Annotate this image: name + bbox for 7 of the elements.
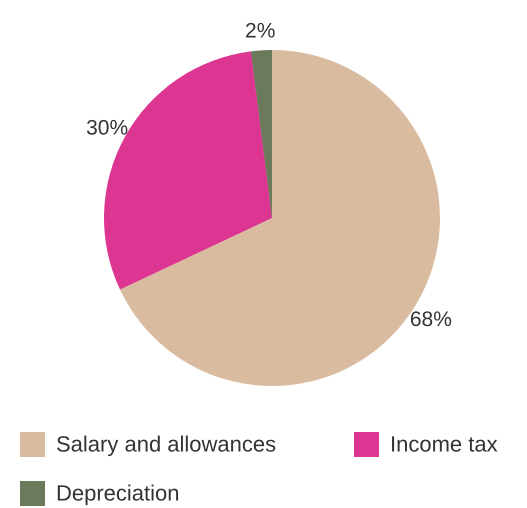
- legend-label: Salary and allowances: [56, 432, 276, 457]
- pie-slice: [250, 50, 272, 218]
- data-label: 30%: [86, 116, 128, 140]
- data-label: 2%: [245, 20, 276, 43]
- legend-label: Income tax: [390, 432, 498, 457]
- data-label: 68%: [410, 308, 452, 332]
- legend-label: Depreciation: [56, 480, 180, 506]
